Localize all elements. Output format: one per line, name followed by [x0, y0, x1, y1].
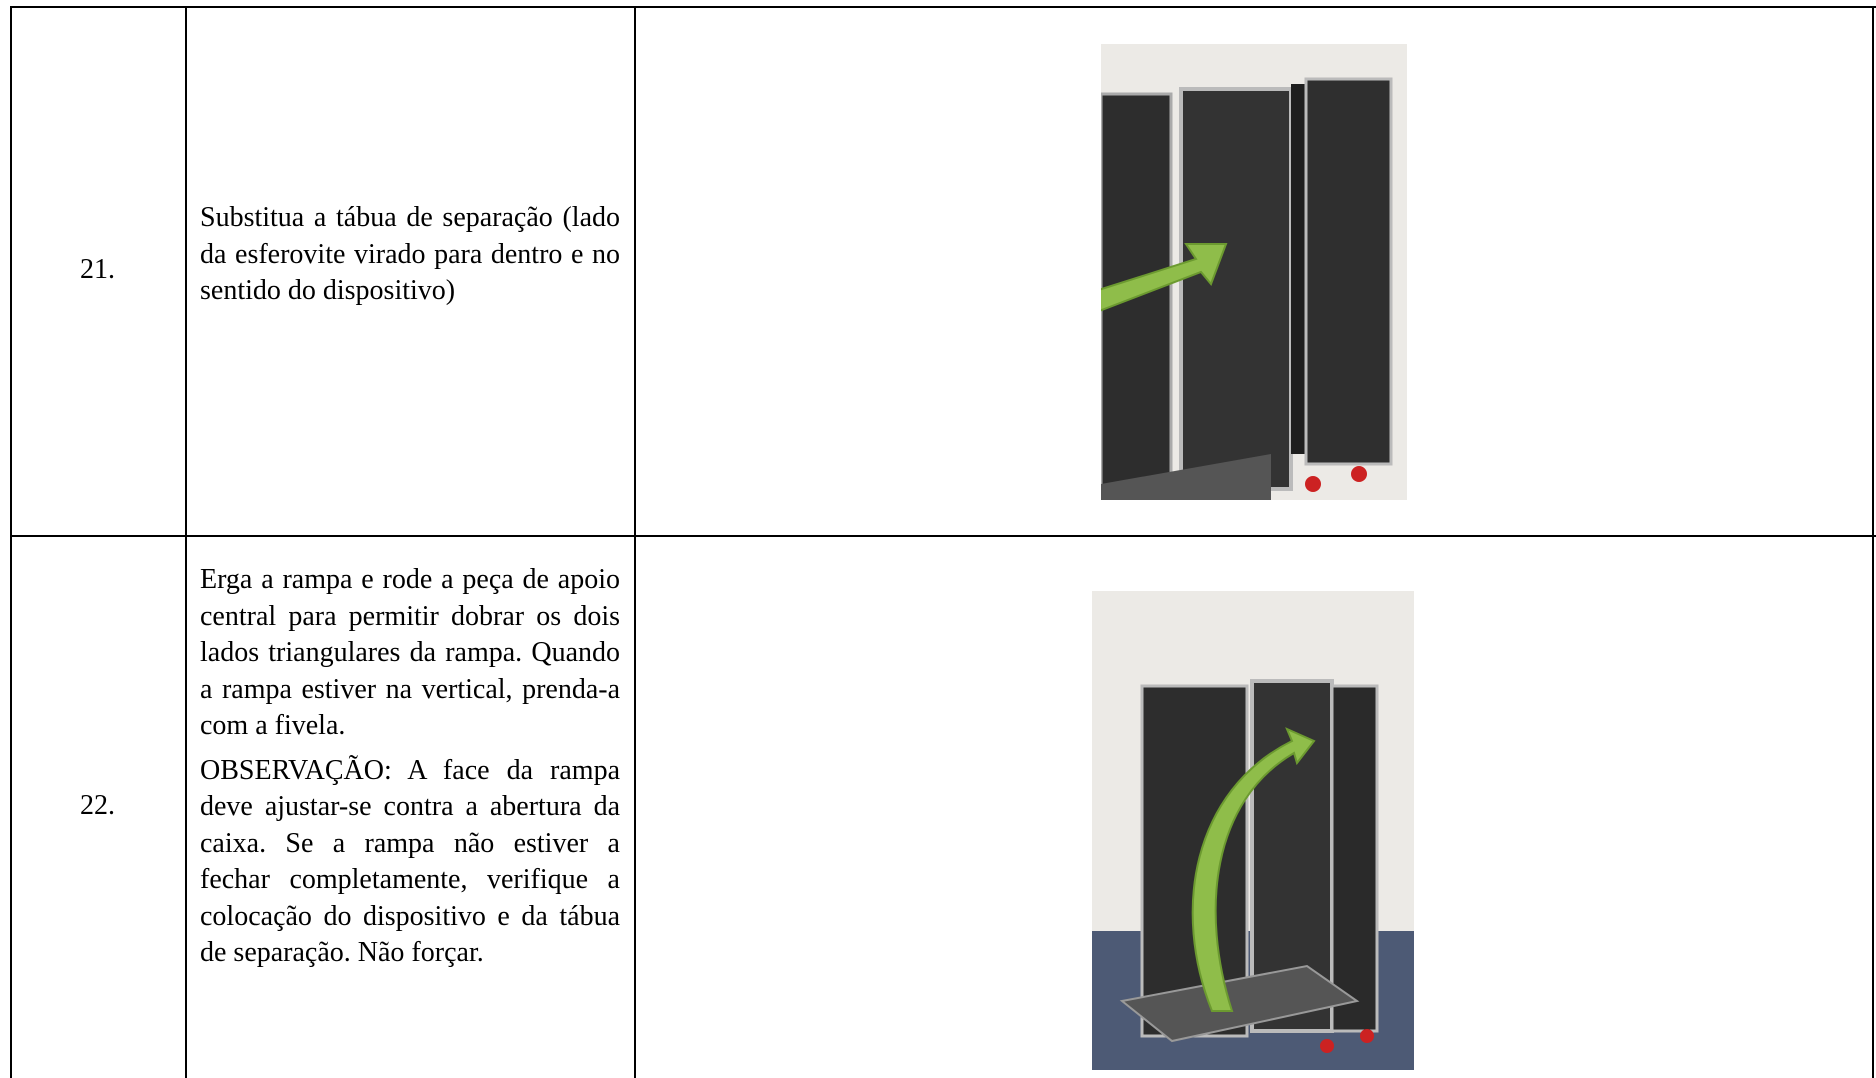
paragraph: Substitua a tábua de separação (lado da … — [200, 202, 620, 306]
paragraph: Erga a rampa e rode a peça de apoio cent… — [200, 564, 620, 741]
border-col1 — [185, 6, 187, 1078]
border-left — [10, 6, 12, 1078]
step-number: 21. — [80, 254, 115, 285]
border-row — [10, 535, 1876, 537]
step-text: Substitua a tábua de separação (lado da … — [200, 200, 620, 318]
step-text: Erga a rampa e rode a peça de apoio cent… — [200, 562, 620, 980]
photo — [1092, 591, 1414, 1070]
paragraph: OBSERVAÇÃO: A face da rampa deve ajustar… — [200, 754, 620, 969]
border-col2 — [634, 6, 636, 1078]
step-number: 22. — [80, 790, 115, 821]
border-right — [1872, 6, 1874, 1078]
photo — [1101, 44, 1407, 500]
border-top — [10, 6, 1876, 8]
